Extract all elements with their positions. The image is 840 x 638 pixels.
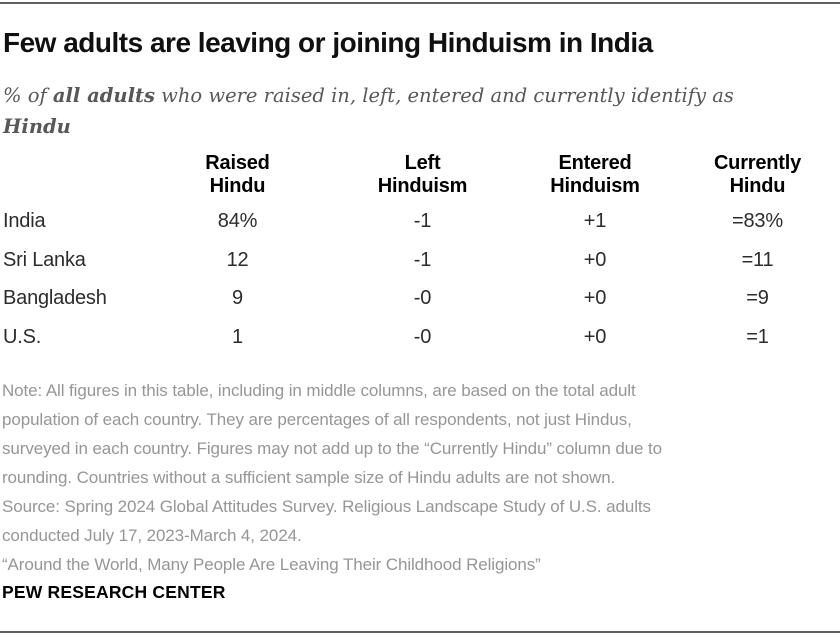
footnotes: Note: All figures in this table, includi…: [2, 376, 838, 579]
row-label: Sri Lanka: [3, 248, 86, 271]
table-header-row: Raised Hindu Left Hinduism Entered Hindu…: [0, 152, 840, 198]
column-header-line: Hindu: [729, 175, 786, 197]
column-header-line: Hinduism: [550, 175, 640, 197]
column-header-line: Currently: [713, 152, 802, 174]
column-header-line: Raised: [205, 152, 270, 174]
cell-entered: +0: [583, 248, 607, 271]
subtitle: % of all adults who were raised in, left…: [3, 80, 823, 142]
source-line: Source: Spring 2024 Global Attitudes Sur…: [2, 497, 651, 516]
subtitle-middle: who were raised in, left, entered and cu…: [154, 84, 734, 107]
cell-entered: +1: [583, 210, 607, 232]
column-header-line: Left: [404, 152, 441, 174]
cell-left: -1: [413, 210, 432, 232]
column-header-line: Hindu: [209, 175, 266, 197]
cell-currently: =1: [746, 325, 769, 348]
note-line: rounding. Countries without a sufficient…: [2, 468, 616, 487]
cell-entered: +0: [583, 287, 607, 309]
note-line: Note: All figures in this table, includi…: [2, 381, 636, 400]
cell-currently: =83%: [732, 210, 783, 232]
bottom-rule: [0, 631, 840, 633]
column-header-currently-hindu: Currently Hindu: [675, 152, 840, 198]
subtitle-prefix: % of: [3, 84, 53, 107]
row-label: India: [3, 210, 46, 232]
note-line: population of each country. They are per…: [2, 410, 632, 429]
table-row-us: U.S. 1 -0 +0 =1: [0, 325, 840, 364]
cell-raised: 84%: [217, 210, 258, 232]
cell-left: -0: [413, 287, 432, 309]
cell-raised: 12: [226, 248, 249, 271]
cell-currently: =9: [746, 287, 769, 309]
source-line: conducted July 17, 2023-March 4, 2024.: [2, 526, 302, 545]
subtitle-emphasis-2: Hindu: [3, 115, 71, 138]
column-header-raised-hindu: Raised Hindu: [145, 152, 330, 198]
cell-left: -0: [413, 325, 432, 348]
pew-research-center-logo: PEW RESEARCH CENTER: [2, 582, 226, 602]
page-title: Few adults are leaving or joining Hindui…: [3, 27, 653, 58]
top-rule: [0, 2, 840, 4]
data-table: Raised Hindu Left Hinduism Entered Hindu…: [0, 152, 840, 363]
column-header-entered-hinduism: Entered Hinduism: [515, 152, 675, 198]
row-label: Bangladesh: [3, 287, 107, 309]
subtitle-emphasis: all adults: [52, 84, 155, 107]
table-row-bangladesh: Bangladesh 9 -0 +0 =9: [0, 286, 840, 325]
column-header-line: Hinduism: [377, 175, 468, 197]
column-header-line: Entered: [558, 152, 632, 174]
table-row-sri-lanka: Sri Lanka 12 -1 +0 =11: [0, 248, 840, 287]
note-line: surveyed in each country. Figures may no…: [2, 439, 662, 458]
column-header-left-hinduism: Left Hinduism: [330, 152, 515, 198]
row-label: U.S.: [3, 325, 42, 348]
cell-raised: 1: [232, 325, 243, 348]
citation-line: “Around the World, Many People Are Leavi…: [2, 555, 541, 574]
table-row-india: India 84% -1 +1 =83%: [0, 209, 840, 248]
column-header-country: [0, 152, 145, 198]
cell-currently: =11: [741, 248, 774, 271]
cell-left: -1: [413, 248, 432, 271]
cell-entered: +0: [583, 325, 607, 348]
cell-raised: 9: [232, 287, 243, 309]
